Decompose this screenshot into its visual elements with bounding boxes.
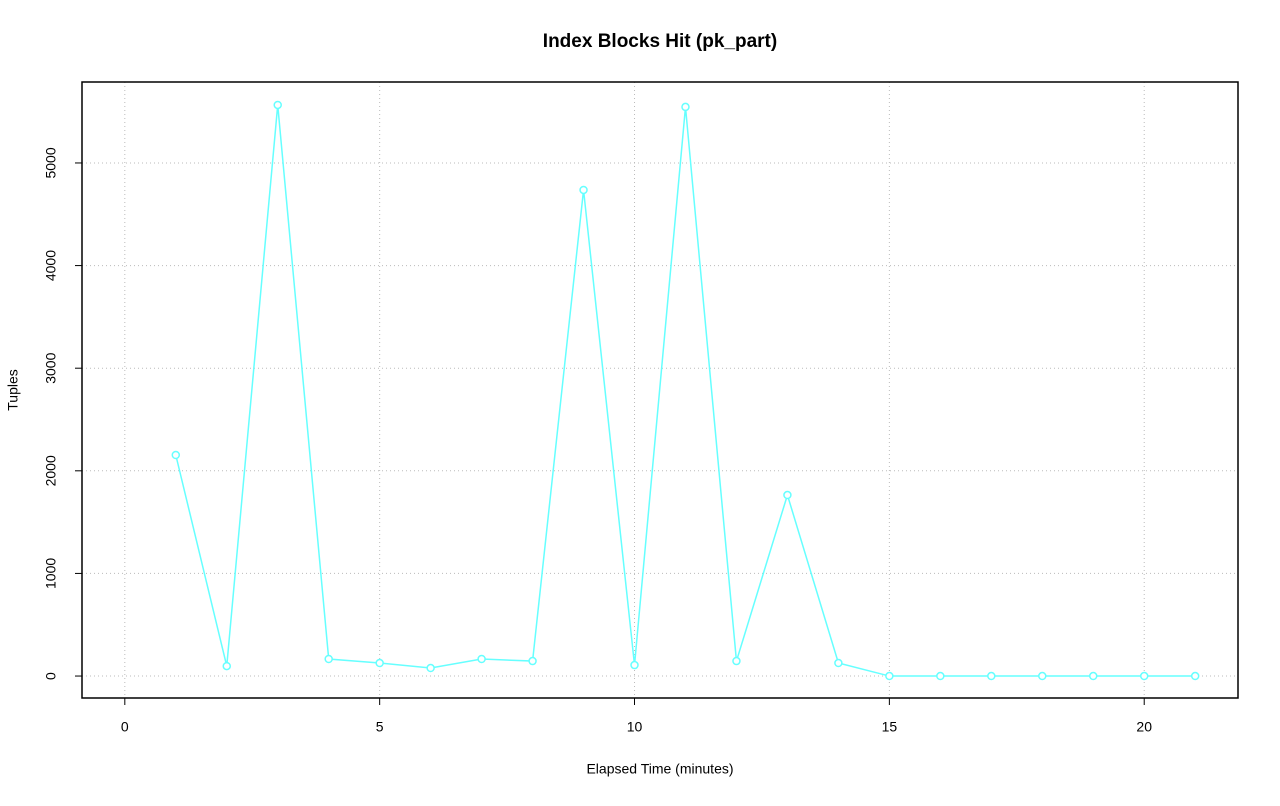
point	[1038, 671, 1047, 681]
point	[477, 654, 486, 664]
x-tick-label: 10	[627, 719, 643, 735]
point	[222, 661, 232, 671]
point	[528, 656, 537, 666]
point	[1088, 671, 1098, 681]
x-tick-label: 5	[376, 719, 384, 735]
point	[273, 100, 282, 110]
series-line	[175, 104, 1196, 677]
y-tick-label: 5000	[43, 147, 59, 178]
y-tick-label: 4000	[43, 250, 59, 281]
y-tick-label: 0	[43, 672, 59, 680]
y-tick-label: 2000	[43, 455, 59, 486]
point	[171, 450, 181, 460]
point	[1190, 671, 1200, 681]
y-tick-label: 3000	[43, 352, 59, 383]
point	[630, 660, 639, 670]
x-tick-label: 0	[121, 719, 129, 735]
plot-frame	[81, 81, 1239, 699]
point	[426, 663, 435, 673]
point	[324, 654, 333, 664]
point	[936, 671, 945, 681]
x-tick-label: 20	[1136, 719, 1152, 735]
point	[783, 490, 792, 500]
point	[1139, 671, 1149, 681]
point	[579, 185, 588, 195]
x-tick-label: 15	[882, 719, 898, 735]
point	[885, 671, 894, 681]
point	[732, 656, 741, 666]
y-axis-label: Tuples	[5, 369, 21, 411]
y-tick-label: 1000	[43, 558, 59, 589]
point	[987, 671, 996, 681]
point	[681, 102, 690, 112]
x-axis-label: Elapsed Time (minutes)	[586, 761, 733, 777]
point	[834, 658, 843, 668]
point	[375, 658, 384, 668]
chart-title: Index Blocks Hit (pk_part)	[543, 31, 777, 52]
